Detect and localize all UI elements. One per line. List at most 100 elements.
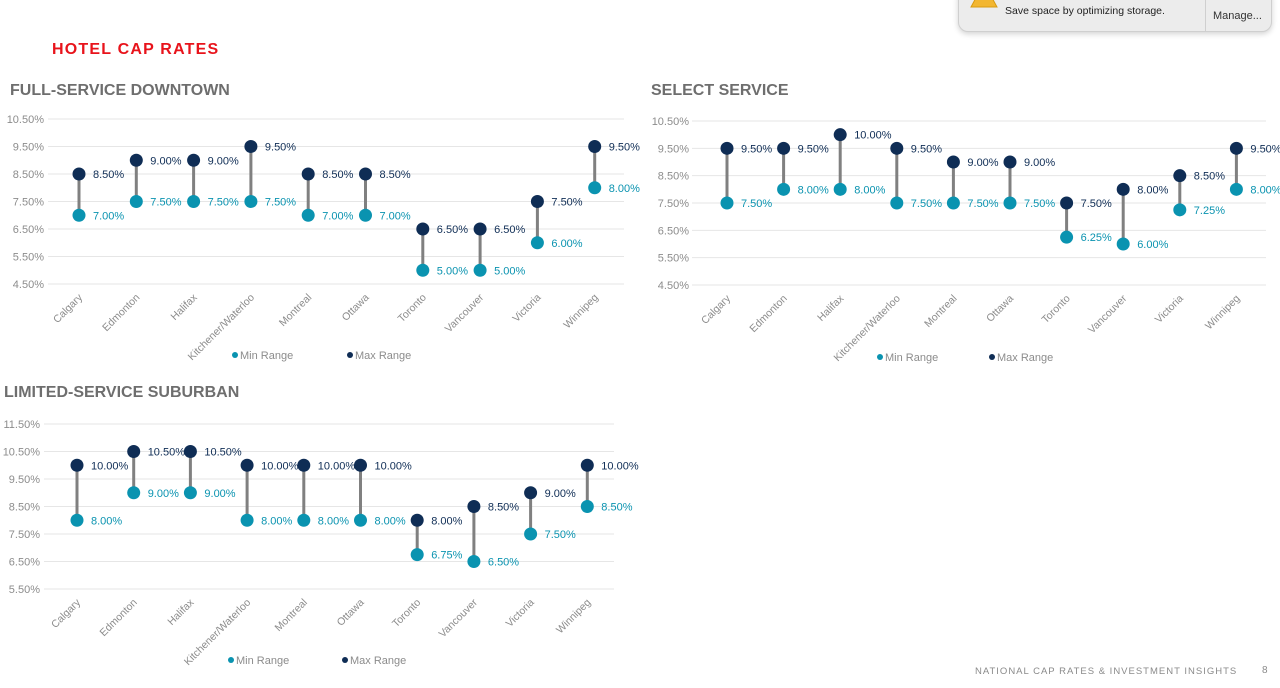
max-data-label: 10.00% (318, 460, 356, 472)
manage-button[interactable]: Manage... (1213, 10, 1262, 22)
min-point (946, 196, 960, 210)
min-point (354, 513, 367, 527)
x-category-label: Vancouver (437, 596, 481, 640)
max-data-label: 8.50% (488, 502, 519, 514)
min-data-label: 6.00% (1137, 239, 1168, 251)
max-data-label: 9.00% (1024, 157, 1055, 169)
min-point (1060, 230, 1074, 244)
max-point (777, 141, 791, 155)
min-data-label: 8.00% (609, 183, 640, 195)
max-point (473, 222, 487, 236)
min-point (720, 196, 734, 210)
x-category-label: Ottawa (335, 597, 367, 629)
y-tick-label: 5.50% (13, 252, 44, 264)
max-point (72, 167, 86, 181)
warning-icon (970, 0, 998, 8)
min-data-label: 7.50% (208, 197, 239, 209)
max-data-label: 9.00% (545, 488, 576, 500)
min-point (72, 208, 86, 222)
min-data-label: 7.00% (322, 210, 353, 222)
max-point (410, 513, 424, 527)
min-data-label: 8.00% (798, 184, 829, 196)
min-point (530, 236, 544, 250)
min-data-label: 7.50% (911, 198, 942, 210)
y-tick-label: 10.50% (652, 116, 690, 128)
min-point (1173, 203, 1187, 217)
max-data-label: 8.00% (1137, 184, 1168, 196)
max-data-label: 9.50% (1250, 143, 1280, 155)
max-point (301, 167, 315, 181)
min-data-label: 7.50% (1024, 198, 1055, 210)
min-data-label: 7.00% (380, 210, 411, 222)
y-tick-label: 9.50% (9, 474, 40, 486)
max-data-label: 10.00% (375, 460, 413, 472)
x-category-label: Halifax (165, 596, 197, 628)
min-point (1229, 182, 1243, 196)
max-point (240, 458, 254, 472)
y-tick-label: 8.50% (9, 502, 40, 514)
min-point (580, 500, 594, 513)
min-data-label: 7.25% (1194, 205, 1225, 217)
max-data-label: 8.50% (1194, 171, 1225, 183)
legend-min-label: Min Range (240, 350, 293, 362)
min-point (240, 513, 254, 527)
max-point (244, 140, 258, 153)
max-point (127, 445, 141, 458)
max-point (1116, 182, 1130, 196)
min-point (588, 181, 602, 195)
max-point (354, 458, 367, 472)
min-point (1116, 237, 1130, 251)
footer-page-number: 8 (1262, 665, 1268, 676)
max-data-label: 9.50% (265, 142, 296, 154)
min-point (297, 513, 311, 527)
min-point (187, 195, 201, 208)
storage-notification[interactable]: Save space by optimizing storage. Manage… (958, 0, 1272, 32)
y-tick-label: 6.50% (13, 224, 44, 236)
min-point (467, 555, 481, 568)
min-data-label: 8.00% (318, 515, 349, 527)
max-point (1229, 141, 1243, 155)
max-point (580, 458, 594, 472)
min-point (301, 208, 315, 222)
max-data-label: 9.00% (967, 157, 998, 169)
y-tick-label: 10.50% (7, 114, 45, 126)
min-data-label: 8.00% (91, 515, 122, 527)
max-data-label: 8.50% (93, 169, 124, 181)
min-point (70, 513, 84, 527)
min-data-label: 9.00% (148, 488, 179, 500)
max-data-label: 7.50% (551, 197, 582, 209)
min-data-label: 5.00% (494, 265, 525, 277)
y-tick-label: 5.50% (658, 253, 689, 265)
max-data-label: 10.00% (854, 130, 892, 142)
y-tick-label: 4.50% (13, 279, 44, 291)
min-point (127, 486, 141, 500)
min-data-label: 7.00% (93, 210, 124, 222)
max-data-label: 10.50% (204, 447, 242, 459)
max-data-label: 10.50% (148, 447, 186, 459)
min-data-label: 8.50% (601, 502, 632, 514)
legend-min-marker (228, 657, 234, 663)
max-data-label: 9.50% (741, 143, 772, 155)
legend-max-label: Max Range (350, 655, 406, 667)
y-tick-label: 5.50% (9, 584, 40, 596)
min-data-label: 6.75% (431, 550, 462, 562)
max-point (129, 153, 143, 167)
max-point (183, 445, 197, 458)
min-data-label: 8.00% (261, 515, 292, 527)
notification-message: Save space by optimizing storage. (1005, 5, 1165, 17)
y-tick-label: 9.50% (658, 143, 689, 155)
max-point (946, 155, 960, 169)
min-data-label: 7.50% (150, 197, 181, 209)
max-point (359, 167, 372, 181)
y-tick-label: 11.50% (4, 419, 41, 431)
min-data-label: 8.00% (854, 184, 885, 196)
min-data-label: 8.00% (1250, 184, 1280, 196)
min-data-label: 6.50% (488, 557, 519, 569)
max-data-label: 8.50% (380, 169, 411, 181)
legend-max-label: Max Range (355, 350, 411, 362)
y-tick-label: 6.50% (9, 557, 40, 569)
min-point (416, 263, 430, 277)
max-data-label: 9.00% (208, 155, 239, 167)
x-category-label: Victoria (504, 597, 537, 630)
